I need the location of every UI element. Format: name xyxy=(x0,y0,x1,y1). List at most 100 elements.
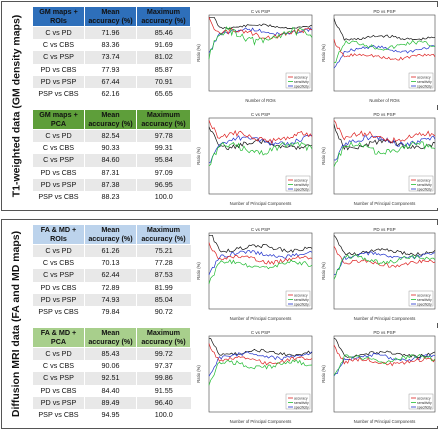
table-row: C vs PD 71.96 85.46 xyxy=(32,26,191,40)
plot-frame xyxy=(208,117,313,195)
series-line xyxy=(208,351,313,377)
series-line xyxy=(333,251,436,276)
plot-ylabel: Ratio (%) xyxy=(196,262,201,280)
table-cell: 73.74 xyxy=(84,51,137,64)
legend-label: specificity xyxy=(294,302,309,306)
series-line xyxy=(333,39,436,63)
table-cell: 90.72 xyxy=(136,305,191,319)
series-line xyxy=(333,44,436,69)
legend-label: accuracy xyxy=(417,178,431,182)
table-cell: 70.91 xyxy=(136,75,191,88)
plot-ylabel: Ratio (%) xyxy=(196,44,201,62)
series-line xyxy=(208,242,313,266)
plot-background xyxy=(320,110,438,208)
table-header-row: FA & MD + PCA Mean accuracy (%) Maximum … xyxy=(32,327,191,348)
table-header-row: GM maps + PCA Mean accuracy (%) Maximum … xyxy=(32,109,191,130)
table-cell: 90.06 xyxy=(84,360,137,373)
table-cell: 85.43 xyxy=(84,347,137,361)
table-cell: PD vs PSP xyxy=(32,396,85,409)
table-cell: 95.84 xyxy=(136,154,191,167)
table-cell: C vs CBS xyxy=(32,142,85,155)
plot-xlabel: Number of Principal Components xyxy=(230,316,292,321)
plot-background xyxy=(320,328,438,426)
legend-label: specificity xyxy=(417,405,432,409)
plot-xlabel: Number of Principal Components xyxy=(230,419,292,424)
table-row: PSP vs CBS 94.95 100.0 xyxy=(32,408,191,422)
table-row: C vs PSP 84.60 95.84 xyxy=(32,154,191,167)
diff-pca-left-plot: C vs PSP Number of Principal Components Ra… xyxy=(195,328,315,426)
series-line xyxy=(208,359,313,386)
legend-label: specificity xyxy=(417,187,432,191)
table-cell: C vs CBS xyxy=(32,257,85,270)
table-row: C vs PSP 92.51 99.86 xyxy=(32,372,191,385)
table-cell: 97.37 xyxy=(136,360,191,373)
col-header: Maximum accuracy (%) xyxy=(136,327,191,348)
table-cell: 87.38 xyxy=(84,178,137,191)
table-row: PSP vs CBS 79.84 90.72 xyxy=(32,305,191,319)
plot-frame xyxy=(333,335,436,413)
plot-ylabel: Ratio (%) xyxy=(321,147,326,165)
col-header: Maximum accuracy (%) xyxy=(136,224,191,245)
table-row: PD vs CBS 72.89 81.99 xyxy=(32,281,191,294)
col-header: Mean accuracy (%) xyxy=(84,224,137,245)
table-cell: PD vs CBS xyxy=(32,281,85,294)
table-cell: 89.49 xyxy=(84,396,137,409)
series-line xyxy=(333,337,436,359)
table-cell: C vs PSP xyxy=(32,154,85,167)
table-cell: 87.31 xyxy=(84,166,137,179)
series-line xyxy=(333,246,436,268)
plot-frame xyxy=(333,232,436,310)
plot-frame xyxy=(208,232,313,310)
table-header-row: GM maps + ROIs Mean accuracy (%) Maximum… xyxy=(32,6,191,27)
table-cell: C vs PD xyxy=(32,244,85,258)
series-line xyxy=(208,250,313,276)
plot-background xyxy=(195,7,315,105)
table-cell: C vs PSP xyxy=(32,372,85,385)
plot-frame xyxy=(208,335,313,413)
table-cell: 65.65 xyxy=(136,87,191,101)
table-row: C vs CBS 83.36 91.69 xyxy=(32,39,191,52)
table-cell: 81.99 xyxy=(136,281,191,294)
table-header-row: FA & MD + ROIs Mean accuracy (%) Maximum… xyxy=(32,224,191,245)
series-line xyxy=(208,120,313,145)
table-cell: PSP vs CBS xyxy=(32,87,85,101)
gm-pca-table: GM maps + PCA Mean accuracy (%) Maximum … xyxy=(32,109,191,204)
table-cell: 97.09 xyxy=(136,166,191,179)
legend-label: accuracy xyxy=(417,396,431,400)
plot-ylabel: Ratio (%) xyxy=(321,44,326,62)
legend-label: accuracy xyxy=(417,293,431,297)
series-line xyxy=(208,343,313,366)
plot-frame xyxy=(208,14,313,92)
legend-label: accuracy xyxy=(417,75,431,79)
col-header: GM maps + ROIs xyxy=(32,6,85,27)
table-cell: 96.40 xyxy=(136,396,191,409)
legend-label: sensitivity xyxy=(417,298,432,302)
col-header: Maximum accuracy (%) xyxy=(136,109,191,130)
plot-background xyxy=(320,225,438,323)
t1-side-label: T1-weighted data (GM density maps) xyxy=(10,14,23,198)
table-cell: 84.60 xyxy=(84,154,137,167)
diff-pca-right-plot: PD vs PSP Number of Principal Components R… xyxy=(320,328,438,426)
plot-xlabel: Number of Principal Components xyxy=(354,201,416,206)
series-line xyxy=(333,354,436,376)
col-header: Mean accuracy (%) xyxy=(84,6,137,27)
table-cell: PD vs PSP xyxy=(32,293,85,306)
plot-ylabel: Ratio (%) xyxy=(321,365,326,383)
plot-ylabel: Ratio (%) xyxy=(196,147,201,165)
table-row: C vs PD 61.26 75.21 xyxy=(32,244,191,258)
plot-background xyxy=(195,110,315,208)
legend-label: accuracy xyxy=(294,178,308,182)
table-cell: 100.0 xyxy=(136,190,191,204)
series-line xyxy=(333,18,436,41)
table-cell: 87.53 xyxy=(136,269,191,282)
table-row: C vs PSP 73.74 81.02 xyxy=(32,51,191,64)
plot-title: PD vs PSP xyxy=(373,227,395,232)
table-row: PD vs CBS 84.40 91.55 xyxy=(32,384,191,397)
table-cell: 74.93 xyxy=(84,293,137,306)
legend-label: sensitivity xyxy=(294,401,309,405)
table-cell: 85.04 xyxy=(136,293,191,306)
legend-label: sensitivity xyxy=(417,401,432,405)
legend-label: specificity xyxy=(417,302,432,306)
legend-label: accuracy xyxy=(294,396,308,400)
